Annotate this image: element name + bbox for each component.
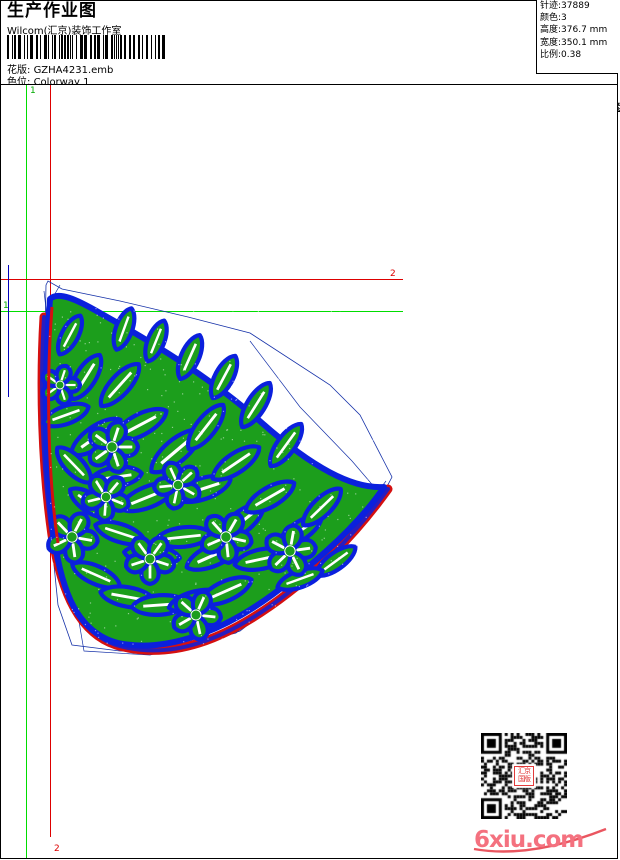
- guide-label-top-green-1: 1: [30, 86, 36, 96]
- info-label: 宽度:: [540, 37, 562, 48]
- barcode: [7, 35, 167, 59]
- info-row-1: 颜色: 3: [537, 12, 618, 24]
- guide-label-right-red-2: 2: [390, 269, 396, 279]
- info-row-0: 针迹: 37889: [537, 0, 618, 12]
- guide-red-horizontal-2: [1, 279, 403, 280]
- guide-green-horizontal-1: [1, 311, 403, 312]
- colorway-value: Colorway 1: [33, 77, 90, 88]
- design-file-row: 花版: GZHA4231.emb: [7, 61, 113, 76]
- info-row-2: 高度: 376.7 mm: [537, 24, 618, 36]
- qr-logo-line2: 国版: [518, 775, 531, 783]
- qr-logo-line1: 汇京: [518, 767, 531, 775]
- info-value: 350.1 mm: [561, 37, 608, 48]
- info-value: 3: [561, 13, 567, 24]
- site-watermark: 6xiu.com: [470, 825, 610, 855]
- info-value: 0.38: [561, 49, 582, 60]
- design-file-value: GZHA4231.emb: [33, 65, 114, 76]
- info-label: 颜色:: [540, 13, 562, 24]
- page-title: 生产作业图: [7, 1, 97, 21]
- colorway-label: 色位:: [7, 77, 31, 88]
- info-label: 高度:: [540, 25, 562, 36]
- watermark-text: 6xiu.com: [474, 827, 584, 853]
- guide-blue-vertical-left: [8, 265, 9, 397]
- info-row-4: 比例: 0.38: [537, 49, 618, 61]
- guide-label-bottom-red-2: 2: [54, 844, 60, 854]
- guide-red-vertical-2: [50, 85, 51, 837]
- qr-center-logo: 汇京 国版: [514, 766, 534, 786]
- guide-label-left-green-1: 1: [3, 301, 9, 311]
- studio-subtitle: Wilcom(汇京)装饰工作室: [7, 26, 122, 37]
- design-info-panel: 针迹: 37889 颜色: 3 高度: 376.7 mm 宽度: 350.1 mm 比例…: [536, 0, 618, 74]
- info-label: 针迹:: [540, 1, 562, 11]
- header-box: 生产作业图 Wilcom(汇京)装饰工作室 花版: GZHA4231.emb 色…: [0, 0, 618, 88]
- qr-code[interactable]: 汇京 国版: [481, 733, 567, 819]
- watermark-swoosh: [473, 827, 607, 853]
- colorway-row: 色位: Colorway 1: [7, 73, 89, 88]
- design-file-label: 花版:: [7, 65, 31, 76]
- info-row-3: 宽度: 350.1 mm: [537, 37, 618, 49]
- info-value: 376.7 mm: [561, 25, 608, 36]
- guide-green-vertical-1: [26, 85, 27, 858]
- info-label: 比例:: [540, 49, 562, 60]
- info-value: 37889: [561, 1, 590, 11]
